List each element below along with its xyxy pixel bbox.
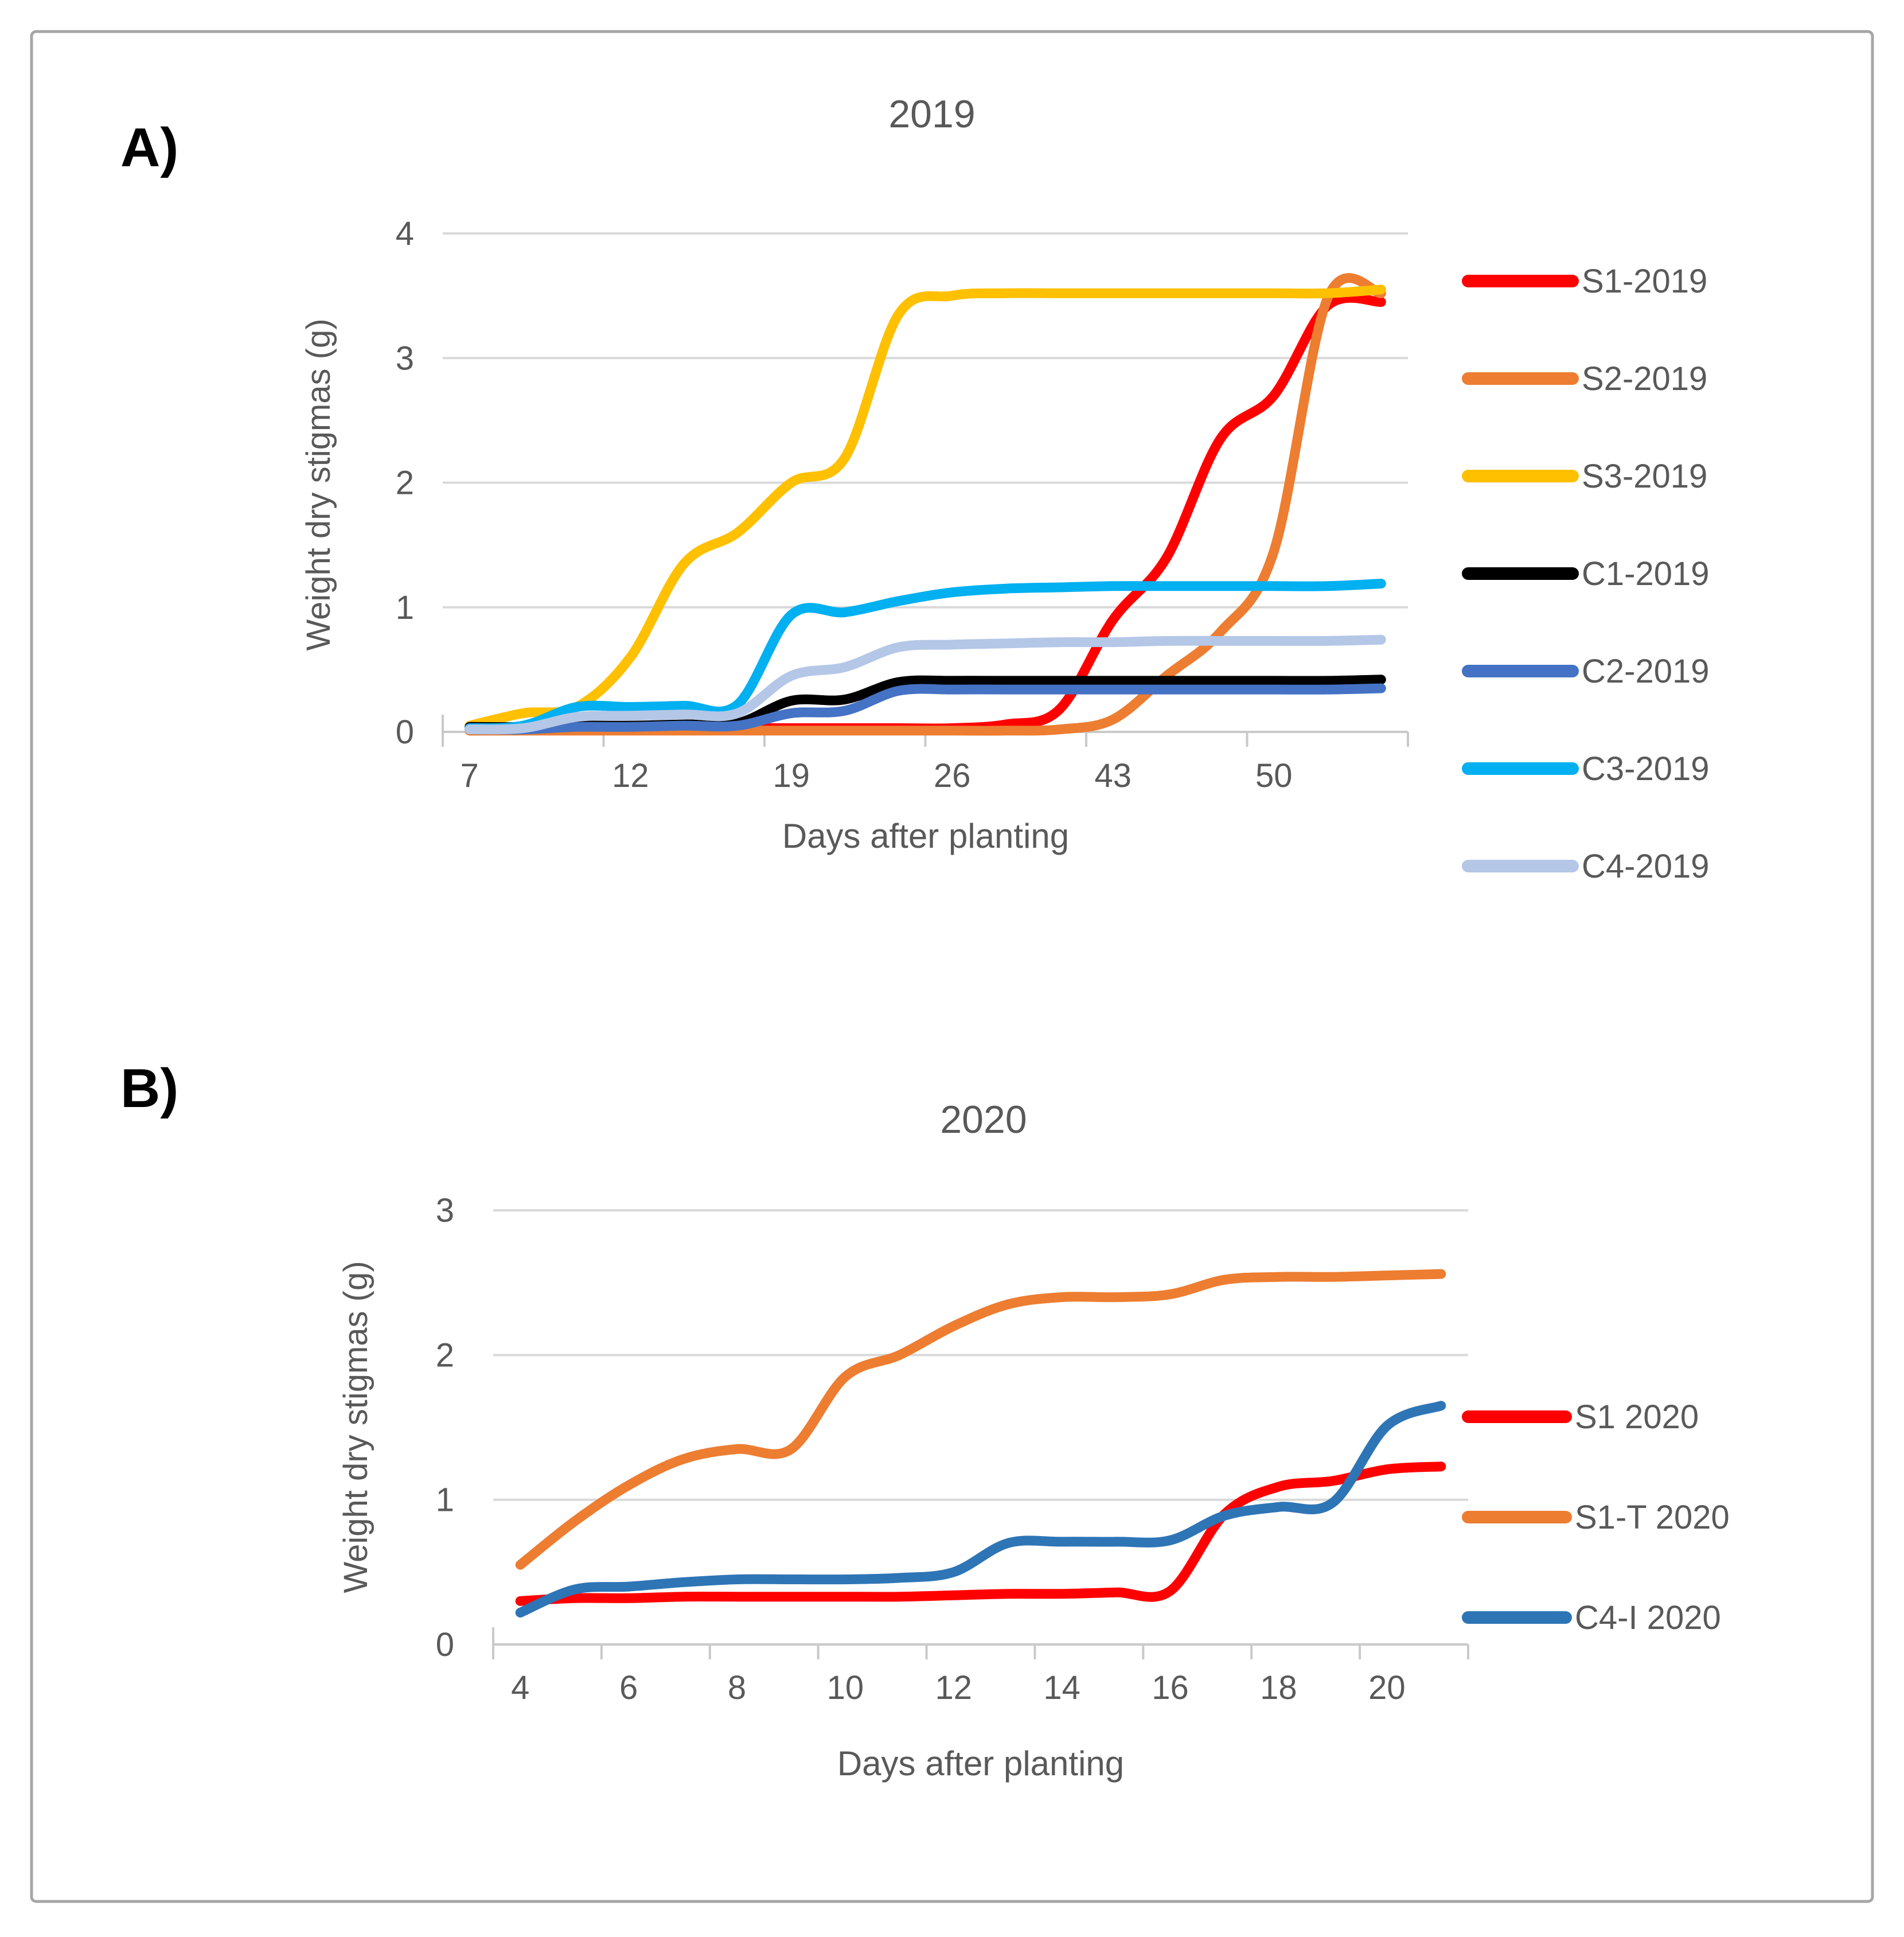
panel-b-label: B) — [120, 1058, 178, 1119]
legend-item-S1-T-2020: S1-T 2020 — [1462, 1499, 1730, 1536]
x-tick-label-18: 18 — [1260, 1669, 1297, 1706]
series-line-S2-2019 — [465, 273, 1386, 736]
x-tick-label-26: 26 — [934, 757, 971, 794]
panel-a-x-tick-labels: 7 12 19 26 43 50 — [461, 757, 1293, 794]
y-tick-label-4: 4 — [396, 215, 414, 252]
legend-item-C4-2019: C4-2019 — [1462, 848, 1709, 885]
panel-b-title: 2020 — [940, 1098, 1027, 1141]
legend-label: C4-2019 — [1582, 848, 1709, 885]
y-tick-label-1: 1 — [396, 589, 414, 626]
x-tick-label-43: 43 — [1094, 757, 1132, 794]
legend-label: S3-2019 — [1582, 458, 1707, 495]
series-line-C3-2019 — [465, 579, 1386, 733]
x-tick-label-16: 16 — [1152, 1669, 1189, 1706]
legend-label: C3-2019 — [1582, 750, 1709, 788]
panel-a: A) 2019 Weight dry stigmas (g) Days afte… — [120, 92, 1709, 885]
panel-a-title: 2019 — [888, 92, 975, 136]
y-tick-label-2: 2 — [436, 1336, 454, 1374]
series-line-S1-T-2020 — [515, 1269, 1446, 1570]
x-tick-label-20: 20 — [1368, 1669, 1406, 1706]
x-tick-label-14: 14 — [1043, 1669, 1080, 1706]
series-line-C2-2019 — [465, 683, 1386, 735]
legend-item-S3-2019: S3-2019 — [1462, 458, 1707, 495]
y-tick-label-0: 0 — [396, 714, 414, 751]
legend-label: C2-2019 — [1582, 653, 1709, 690]
legend-label: S1 2020 — [1575, 1398, 1699, 1436]
x-tick-label-50: 50 — [1255, 757, 1293, 794]
series-line-S1-2019 — [465, 293, 1386, 735]
panel-b: B) 2020 Weight dry stigmas (g) Days afte… — [120, 1058, 1730, 1783]
legend-label: S2-2019 — [1582, 360, 1707, 397]
y-tick-label-2: 2 — [396, 465, 414, 502]
x-tick-label-7: 7 — [461, 757, 479, 794]
series-line-S1-2020 — [515, 1461, 1446, 1606]
x-tick-label-10: 10 — [827, 1669, 864, 1706]
panel-a-x-axis-title: Days after planting — [782, 817, 1069, 855]
y-tick-label-3: 3 — [396, 340, 414, 377]
panel-b-x-axis-title: Days after planting — [837, 1744, 1124, 1783]
panel-a-y-tick-labels: 0 1 2 3 4 — [396, 215, 414, 751]
panel-a-y-axis-title: Weight dry stigmas (g) — [300, 318, 337, 650]
series-line-S3-2019 — [465, 284, 1386, 731]
panel-a-series-lines — [465, 273, 1386, 736]
x-tick-label-6: 6 — [619, 1669, 638, 1706]
panel-b-gridlines — [493, 1209, 1468, 1501]
panel-b-x-axis — [492, 1627, 1469, 1659]
panel-b-y-tick-labels: 0 1 2 3 — [436, 1192, 454, 1663]
legend-item-S1-2019: S1-2019 — [1462, 263, 1707, 300]
panel-b-y-axis-title: Weight dry stigmas (g) — [337, 1261, 374, 1593]
y-tick-label-3: 3 — [436, 1192, 454, 1229]
legend-label: C1-2019 — [1582, 555, 1709, 593]
y-tick-label-0: 0 — [436, 1626, 454, 1663]
y-tick-label-1: 1 — [436, 1482, 454, 1519]
panel-a-label: A) — [120, 117, 178, 178]
legend-label: S1-2019 — [1582, 263, 1707, 300]
panel-b-x-tick-labels: 4 6 8 10 12 14 16 18 20 — [511, 1669, 1406, 1706]
x-tick-label-12: 12 — [935, 1669, 973, 1706]
legend-item-C3-2019: C3-2019 — [1462, 750, 1709, 788]
figure-border — [30, 30, 1874, 1903]
panel-a-legend: S1-2019 S2-2019 S3-2019 C1-2019 C2-2019 C3-20… — [1462, 263, 1709, 885]
legend-label: S1-T 2020 — [1575, 1499, 1730, 1536]
x-tick-label-19: 19 — [772, 757, 810, 794]
legend-label: C4-I 2020 — [1575, 1599, 1721, 1636]
panel-b-series-lines — [515, 1269, 1446, 1618]
x-tick-label-8: 8 — [728, 1669, 746, 1706]
panel-b-legend: S1 2020 S1-T 2020 C4-I 2020 — [1462, 1398, 1730, 1636]
legend-item-S2-2019: S2-2019 — [1462, 360, 1707, 397]
legend-item-C2-2019: C2-2019 — [1462, 653, 1709, 690]
series-line-C4-2019 — [465, 634, 1386, 735]
legend-item-S1-2020: S1 2020 — [1462, 1398, 1699, 1436]
series-line-C4-I-2020 — [515, 1401, 1446, 1618]
x-tick-label-4: 4 — [511, 1669, 529, 1706]
x-tick-label-12: 12 — [612, 757, 649, 794]
legend-item-C1-2019: C1-2019 — [1462, 555, 1709, 593]
legend-item-C4-I-2020: C4-I 2020 — [1462, 1599, 1721, 1636]
